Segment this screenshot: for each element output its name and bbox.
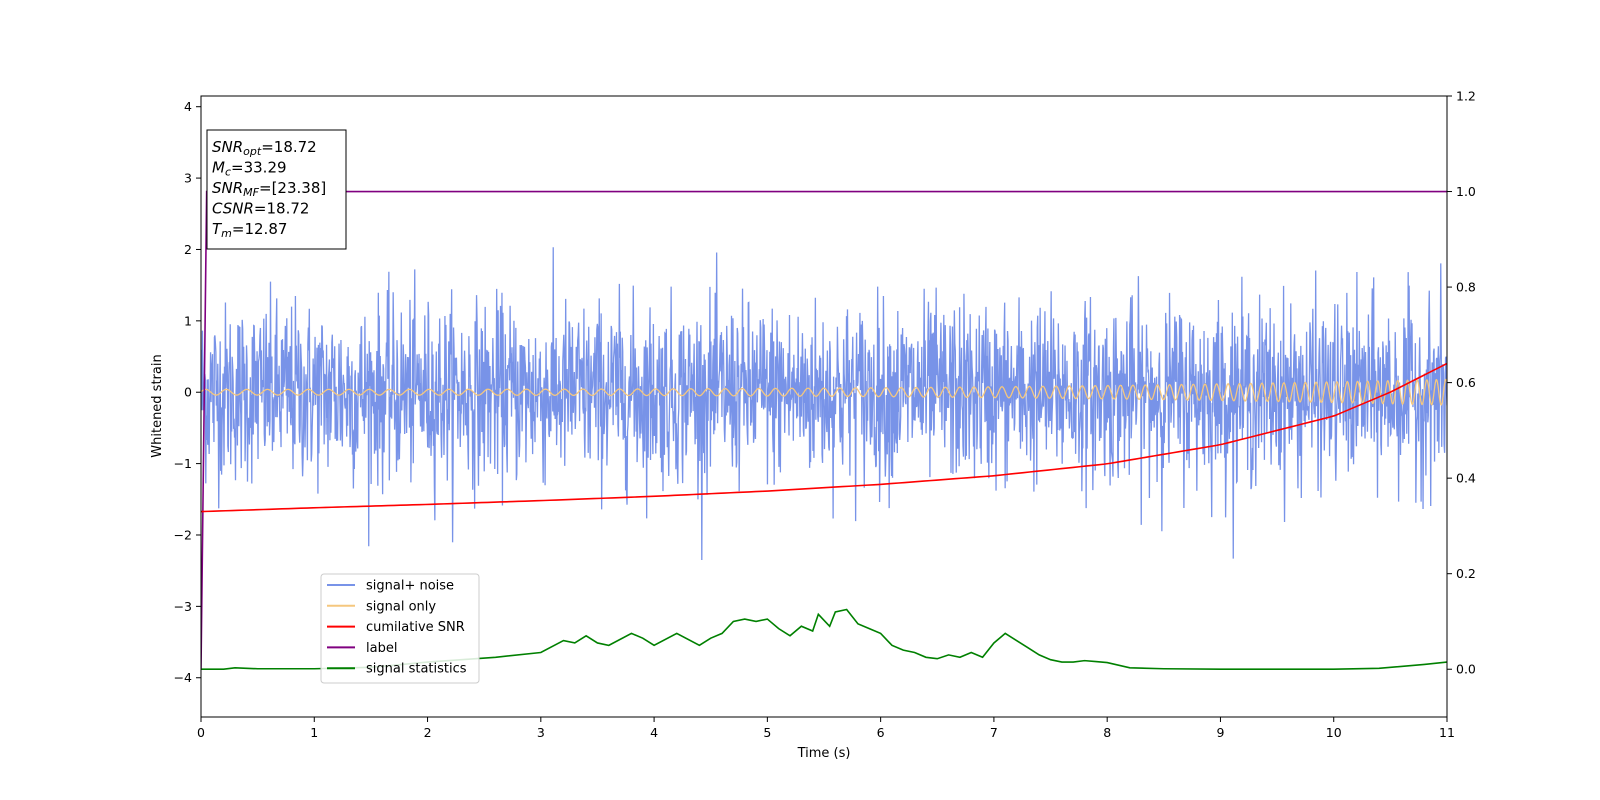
x-tick-label: 8 (1103, 725, 1111, 740)
annotation-box: SNRopt=18.72Mc=33.29SNRMF=[23.38]CSNR=18… (206, 129, 347, 250)
x-tick-label: 7 (990, 725, 998, 740)
legend-label: label (366, 641, 397, 656)
series-cumulative-snr-line (201, 362, 1447, 513)
x-tick-label: 4 (650, 725, 658, 740)
y2-tick-label: 0.0 (1456, 662, 1476, 677)
x-tick-label: 3 (537, 725, 545, 740)
legend-label: cumilative SNR (366, 620, 465, 635)
y2-tick-label: 0.4 (1456, 471, 1476, 486)
y-tick-label: 4 (184, 99, 192, 114)
y-tick-label: 1 (184, 313, 192, 328)
legend-label: signal only (366, 599, 436, 614)
y2-tick-label: 0.8 (1456, 280, 1476, 295)
x-axis-label: Time (s) (797, 746, 851, 761)
x-tick-label: 6 (877, 725, 885, 740)
y-tick-label: −2 (174, 527, 192, 542)
annotation-line: Mc=33.29 (212, 159, 287, 179)
y-axis-right: 1.2 1.0 0.8 0.6 0.4 0.2 0.0 (1447, 89, 1476, 677)
y-tick-label: 3 (184, 171, 192, 186)
legend-label: signal+ noise (366, 579, 454, 594)
series-signal-statistics-line (201, 608, 1447, 671)
y-tick-label: 0 (184, 385, 192, 400)
x-tick-label: 5 (763, 725, 771, 740)
x-tick-label: 2 (424, 725, 432, 740)
series-signal-noise-line (201, 247, 1447, 560)
legend: signal+ noise signal only cumilative SNR la… (320, 573, 480, 684)
legend-label: signal statistics (366, 662, 467, 677)
x-tick-label: 9 (1216, 725, 1224, 740)
y-tick-label: −4 (174, 670, 192, 685)
annotation-line: SNRopt=18.72 (212, 138, 317, 158)
y-tick-label: −1 (174, 456, 192, 471)
axes-frame (200, 95, 1448, 718)
y-tick-label: −3 (174, 599, 192, 614)
y-axis-left: 4 3 2 1 0 −1 −2 −3 −4 (174, 99, 201, 685)
series-signal-only-line (201, 378, 1447, 406)
x-tick-label: 0 (197, 725, 205, 740)
y2-tick-label: 1.0 (1456, 184, 1476, 199)
x-tick-label: 1 (310, 725, 318, 740)
annotation-line: SNRMF=[23.38] (212, 179, 326, 199)
y2-tick-label: 0.2 (1456, 566, 1476, 581)
x-axis: 0 1 2 3 4 5 6 7 8 9 10 11 (197, 717, 1455, 740)
x-tick-label: 11 (1439, 725, 1455, 740)
y-tick-label: 2 (184, 242, 192, 257)
annotation-line: CSNR=18.72 (212, 200, 309, 218)
annotation-line: Tm=12.87 (212, 220, 287, 240)
y-axis-label: Whitened strain (150, 354, 165, 457)
x-tick-label: 10 (1326, 725, 1342, 740)
y2-tick-label: 0.6 (1456, 375, 1476, 390)
y2-tick-label: 1.2 (1456, 89, 1476, 104)
